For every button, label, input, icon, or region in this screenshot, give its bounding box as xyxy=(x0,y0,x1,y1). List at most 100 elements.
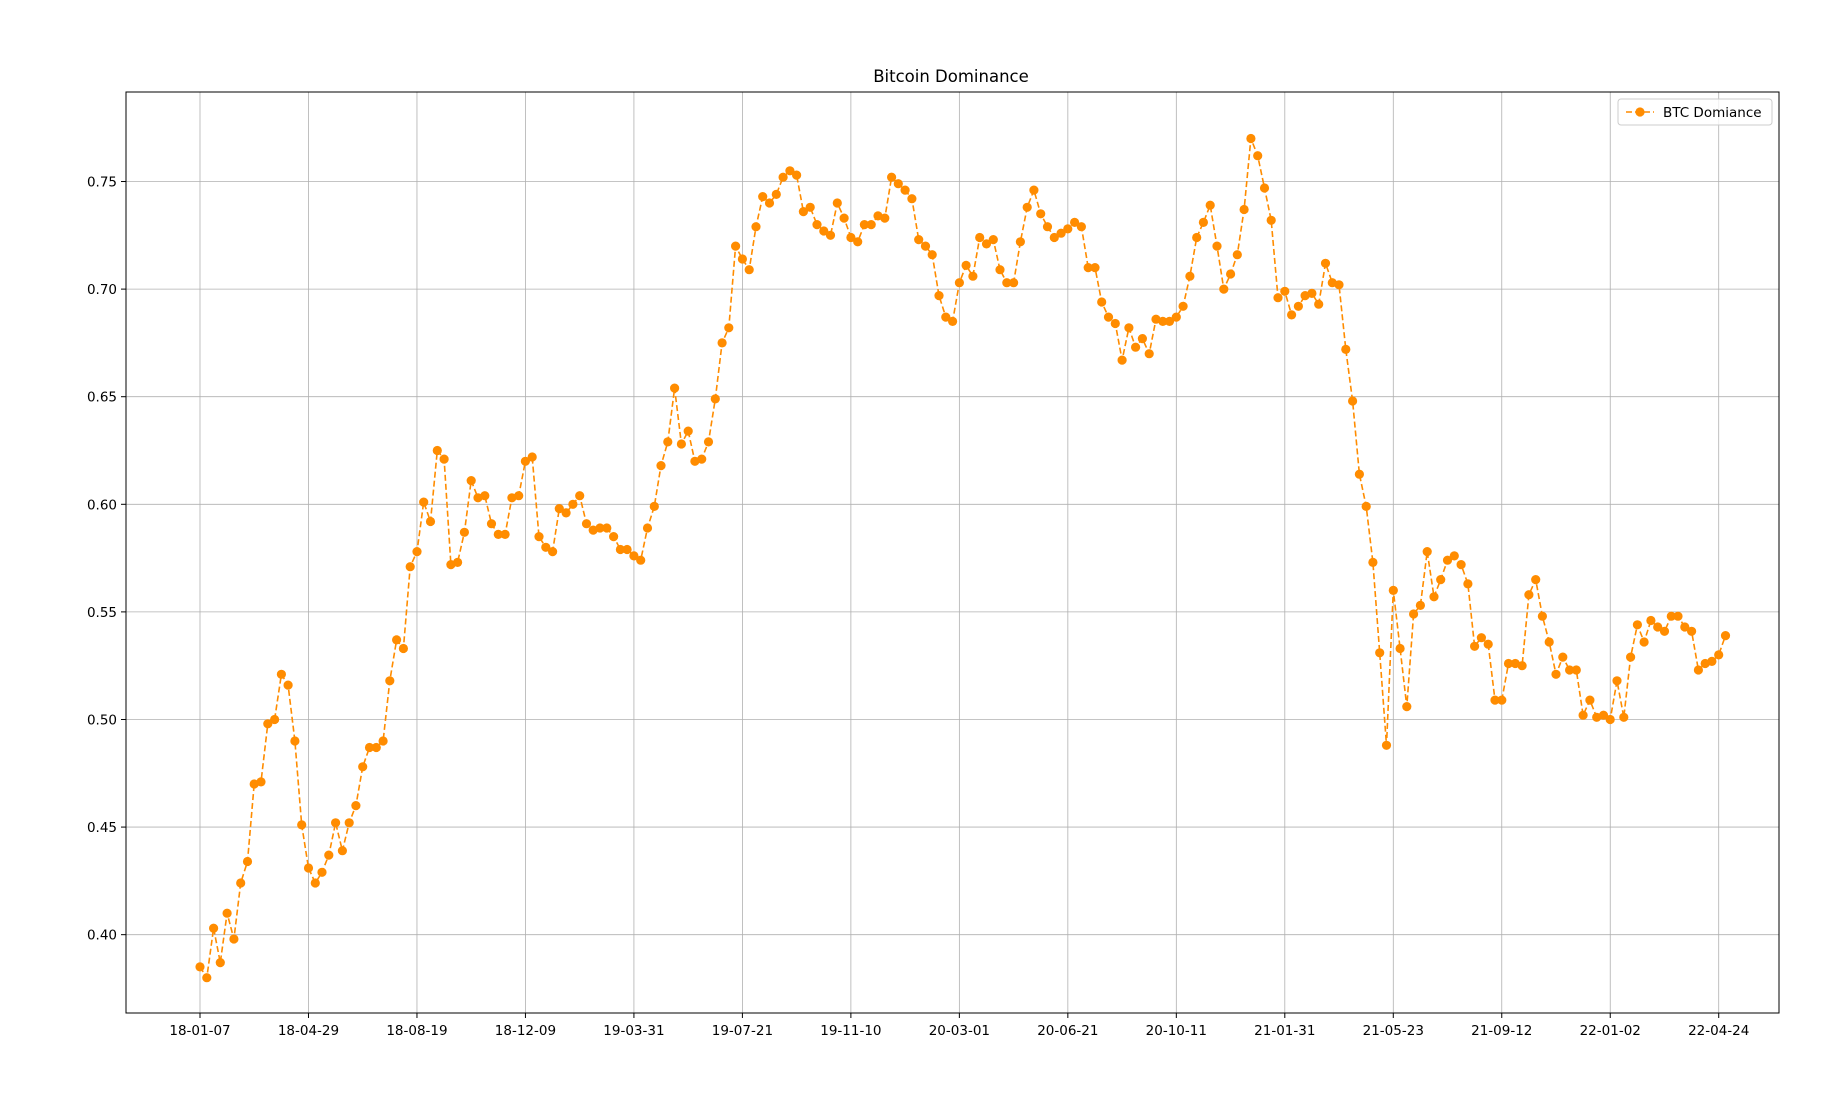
data-point xyxy=(595,523,605,533)
data-point xyxy=(439,454,449,464)
data-point xyxy=(568,499,578,509)
data-point xyxy=(805,202,815,212)
data-point xyxy=(988,235,998,245)
data-point xyxy=(975,232,985,243)
data-point xyxy=(1056,228,1066,238)
data-point xyxy=(1266,215,1276,225)
data-point xyxy=(1097,297,1107,307)
data-point xyxy=(1226,269,1236,279)
data-point xyxy=(737,254,748,264)
data-point xyxy=(425,516,436,527)
data-point xyxy=(1531,575,1541,585)
data-point xyxy=(968,271,978,281)
x-tick-label: 18-01-07 xyxy=(169,1023,230,1039)
data-point xyxy=(927,250,937,260)
data-point xyxy=(1361,501,1371,511)
legend-label: BTC Domiance xyxy=(1663,105,1762,121)
data-point xyxy=(486,519,497,529)
data-point xyxy=(364,742,375,753)
data-point xyxy=(1707,656,1717,667)
data-point xyxy=(290,736,300,746)
data-point xyxy=(1626,652,1636,662)
x-tick-label: 18-12-09 xyxy=(495,1023,556,1039)
data-point xyxy=(1490,695,1500,705)
data-point xyxy=(378,736,388,746)
data-point xyxy=(1524,590,1534,600)
data-point xyxy=(1259,183,1270,193)
data-point xyxy=(324,850,334,860)
data-point xyxy=(751,222,761,232)
data-point xyxy=(1476,633,1486,643)
data-point xyxy=(242,856,253,867)
data-point xyxy=(215,958,225,968)
data-point xyxy=(1517,661,1527,671)
data-point xyxy=(819,226,829,236)
data-point xyxy=(1076,222,1086,232)
data-point xyxy=(1666,611,1676,621)
data-point xyxy=(419,497,429,507)
y-tick-label: 0.45 xyxy=(87,820,117,836)
data-point xyxy=(548,547,558,557)
data-point xyxy=(575,491,585,501)
data-point xyxy=(493,529,503,540)
data-point xyxy=(839,213,849,223)
data-point xyxy=(1619,712,1629,722)
data-point xyxy=(1422,547,1432,557)
data-point xyxy=(887,172,897,182)
data-point xyxy=(1219,284,1229,294)
data-point xyxy=(710,394,720,404)
data-point xyxy=(1042,222,1053,232)
data-point xyxy=(412,547,422,557)
data-point xyxy=(663,437,673,447)
data-point xyxy=(453,557,463,568)
x-tick-label: 22-01-02 xyxy=(1580,1023,1641,1039)
data-point xyxy=(1395,643,1405,654)
data-point xyxy=(1341,344,1351,354)
data-point xyxy=(1578,710,1588,720)
data-point xyxy=(351,801,361,811)
x-tick-label: 19-11-10 xyxy=(820,1023,881,1039)
x-tick-label: 20-10-11 xyxy=(1146,1023,1207,1039)
data-point xyxy=(724,323,734,333)
x-tick-label: 21-05-23 xyxy=(1363,1023,1424,1039)
data-point xyxy=(209,923,219,933)
data-point xyxy=(1585,695,1595,705)
data-point xyxy=(270,714,280,725)
data-point xyxy=(527,452,537,462)
data-point xyxy=(500,529,510,540)
data-point xyxy=(934,291,944,301)
data-point xyxy=(1239,204,1249,215)
data-point xyxy=(1280,286,1290,296)
data-point xyxy=(656,461,666,471)
data-point xyxy=(1137,334,1147,344)
x-tick-label: 19-03-31 xyxy=(603,1023,664,1039)
y-tick-label: 0.50 xyxy=(87,712,117,728)
data-point xyxy=(1436,575,1446,585)
data-point xyxy=(561,508,571,518)
data-point xyxy=(1314,299,1324,309)
data-point xyxy=(1171,312,1181,322)
data-point xyxy=(466,476,476,486)
data-point xyxy=(1463,579,1473,589)
data-point xyxy=(520,456,531,466)
data-point xyxy=(1720,631,1731,641)
legend-box xyxy=(1617,98,1773,126)
data-point xyxy=(514,491,524,501)
data-point xyxy=(1253,151,1263,161)
data-point xyxy=(1402,702,1412,712)
y-tick-label: 0.70 xyxy=(87,282,117,298)
data-point xyxy=(609,532,619,542)
data-point xyxy=(622,544,632,555)
data-point xyxy=(1063,224,1073,234)
y-tick-label: 0.60 xyxy=(87,497,117,513)
data-point xyxy=(1409,609,1419,619)
data-point xyxy=(1232,250,1242,260)
data-point xyxy=(1503,658,1514,669)
data-point xyxy=(236,878,246,888)
data-point xyxy=(1565,665,1575,675)
data-point xyxy=(1246,133,1256,144)
data-point xyxy=(371,742,381,753)
data-point xyxy=(1144,349,1154,359)
data-point xyxy=(1571,665,1581,675)
y-tick-label: 0.55 xyxy=(87,605,117,621)
